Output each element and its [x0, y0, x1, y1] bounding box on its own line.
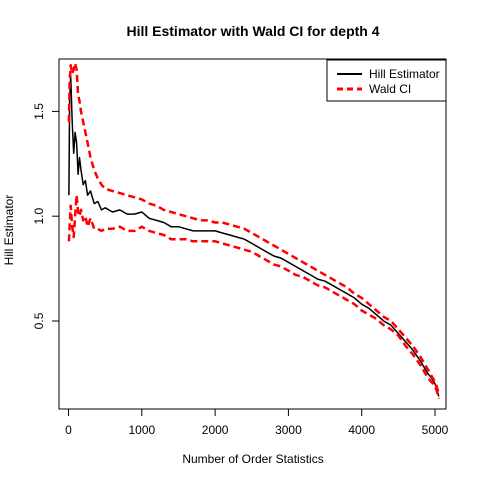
y-tick-label: 1.5: [32, 103, 46, 120]
y-axis-label: Hill Estimator: [2, 195, 16, 266]
y-tick-label: 1.0: [32, 208, 46, 225]
x-tick-label: 5000: [422, 423, 449, 437]
series-line-2: [67, 193, 440, 399]
x-axis-label: Number of Order Statistics: [182, 452, 323, 466]
x-tick-label: 0: [65, 423, 72, 437]
series-layer: [67, 61, 440, 399]
series-line-1: [67, 61, 440, 395]
legend-label-wald: Wald CI: [369, 82, 411, 96]
y-axis: 0.5 1.0 1.5: [32, 103, 60, 329]
x-tick-label: 4000: [348, 423, 375, 437]
x-tick-label: 1000: [128, 423, 155, 437]
x-tick-label: 3000: [275, 423, 302, 437]
chart-title: Hill Estimator with Wald CI for depth 4: [126, 23, 379, 39]
legend-label-hill: Hill Estimator: [369, 67, 440, 81]
legend: Hill Estimator Wald CI: [326, 59, 447, 102]
x-tick-label: 2000: [202, 423, 229, 437]
y-tick-label: 0.5: [32, 312, 46, 329]
legend-box: [326, 59, 447, 102]
x-axis: 0 1000 2000 3000 4000 5000: [65, 408, 449, 437]
series-line-0: [68, 75, 440, 397]
